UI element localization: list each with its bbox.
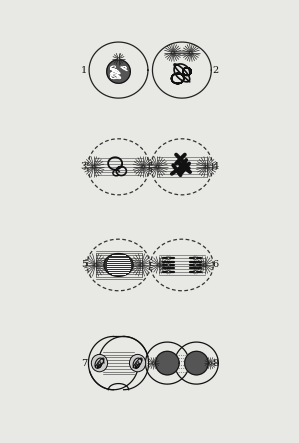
Circle shape (158, 264, 160, 266)
Circle shape (141, 264, 143, 266)
Circle shape (194, 271, 196, 273)
Ellipse shape (104, 253, 133, 276)
Circle shape (142, 166, 144, 168)
Text: 6: 6 (213, 260, 219, 269)
Text: 1: 1 (81, 66, 87, 74)
Circle shape (167, 271, 170, 273)
Ellipse shape (129, 354, 146, 372)
Circle shape (98, 362, 100, 364)
Text: 8: 8 (213, 358, 219, 368)
Polygon shape (155, 351, 179, 375)
Text: 7: 7 (81, 358, 87, 368)
Text: 5: 5 (81, 260, 87, 269)
Circle shape (94, 264, 97, 266)
Circle shape (194, 257, 196, 259)
Ellipse shape (91, 354, 108, 372)
Circle shape (167, 264, 170, 266)
Circle shape (190, 52, 192, 54)
Circle shape (172, 52, 174, 54)
Circle shape (206, 166, 208, 168)
Circle shape (194, 264, 196, 266)
Circle shape (210, 362, 211, 364)
Circle shape (152, 362, 154, 364)
Text: 2: 2 (212, 66, 219, 74)
Circle shape (204, 264, 206, 266)
Circle shape (156, 166, 158, 168)
Circle shape (93, 166, 95, 168)
Polygon shape (107, 60, 130, 83)
Polygon shape (185, 351, 208, 375)
Circle shape (137, 362, 138, 364)
Text: 4: 4 (212, 162, 219, 171)
Text: 3: 3 (81, 162, 87, 171)
Circle shape (118, 58, 120, 60)
Circle shape (167, 257, 170, 259)
